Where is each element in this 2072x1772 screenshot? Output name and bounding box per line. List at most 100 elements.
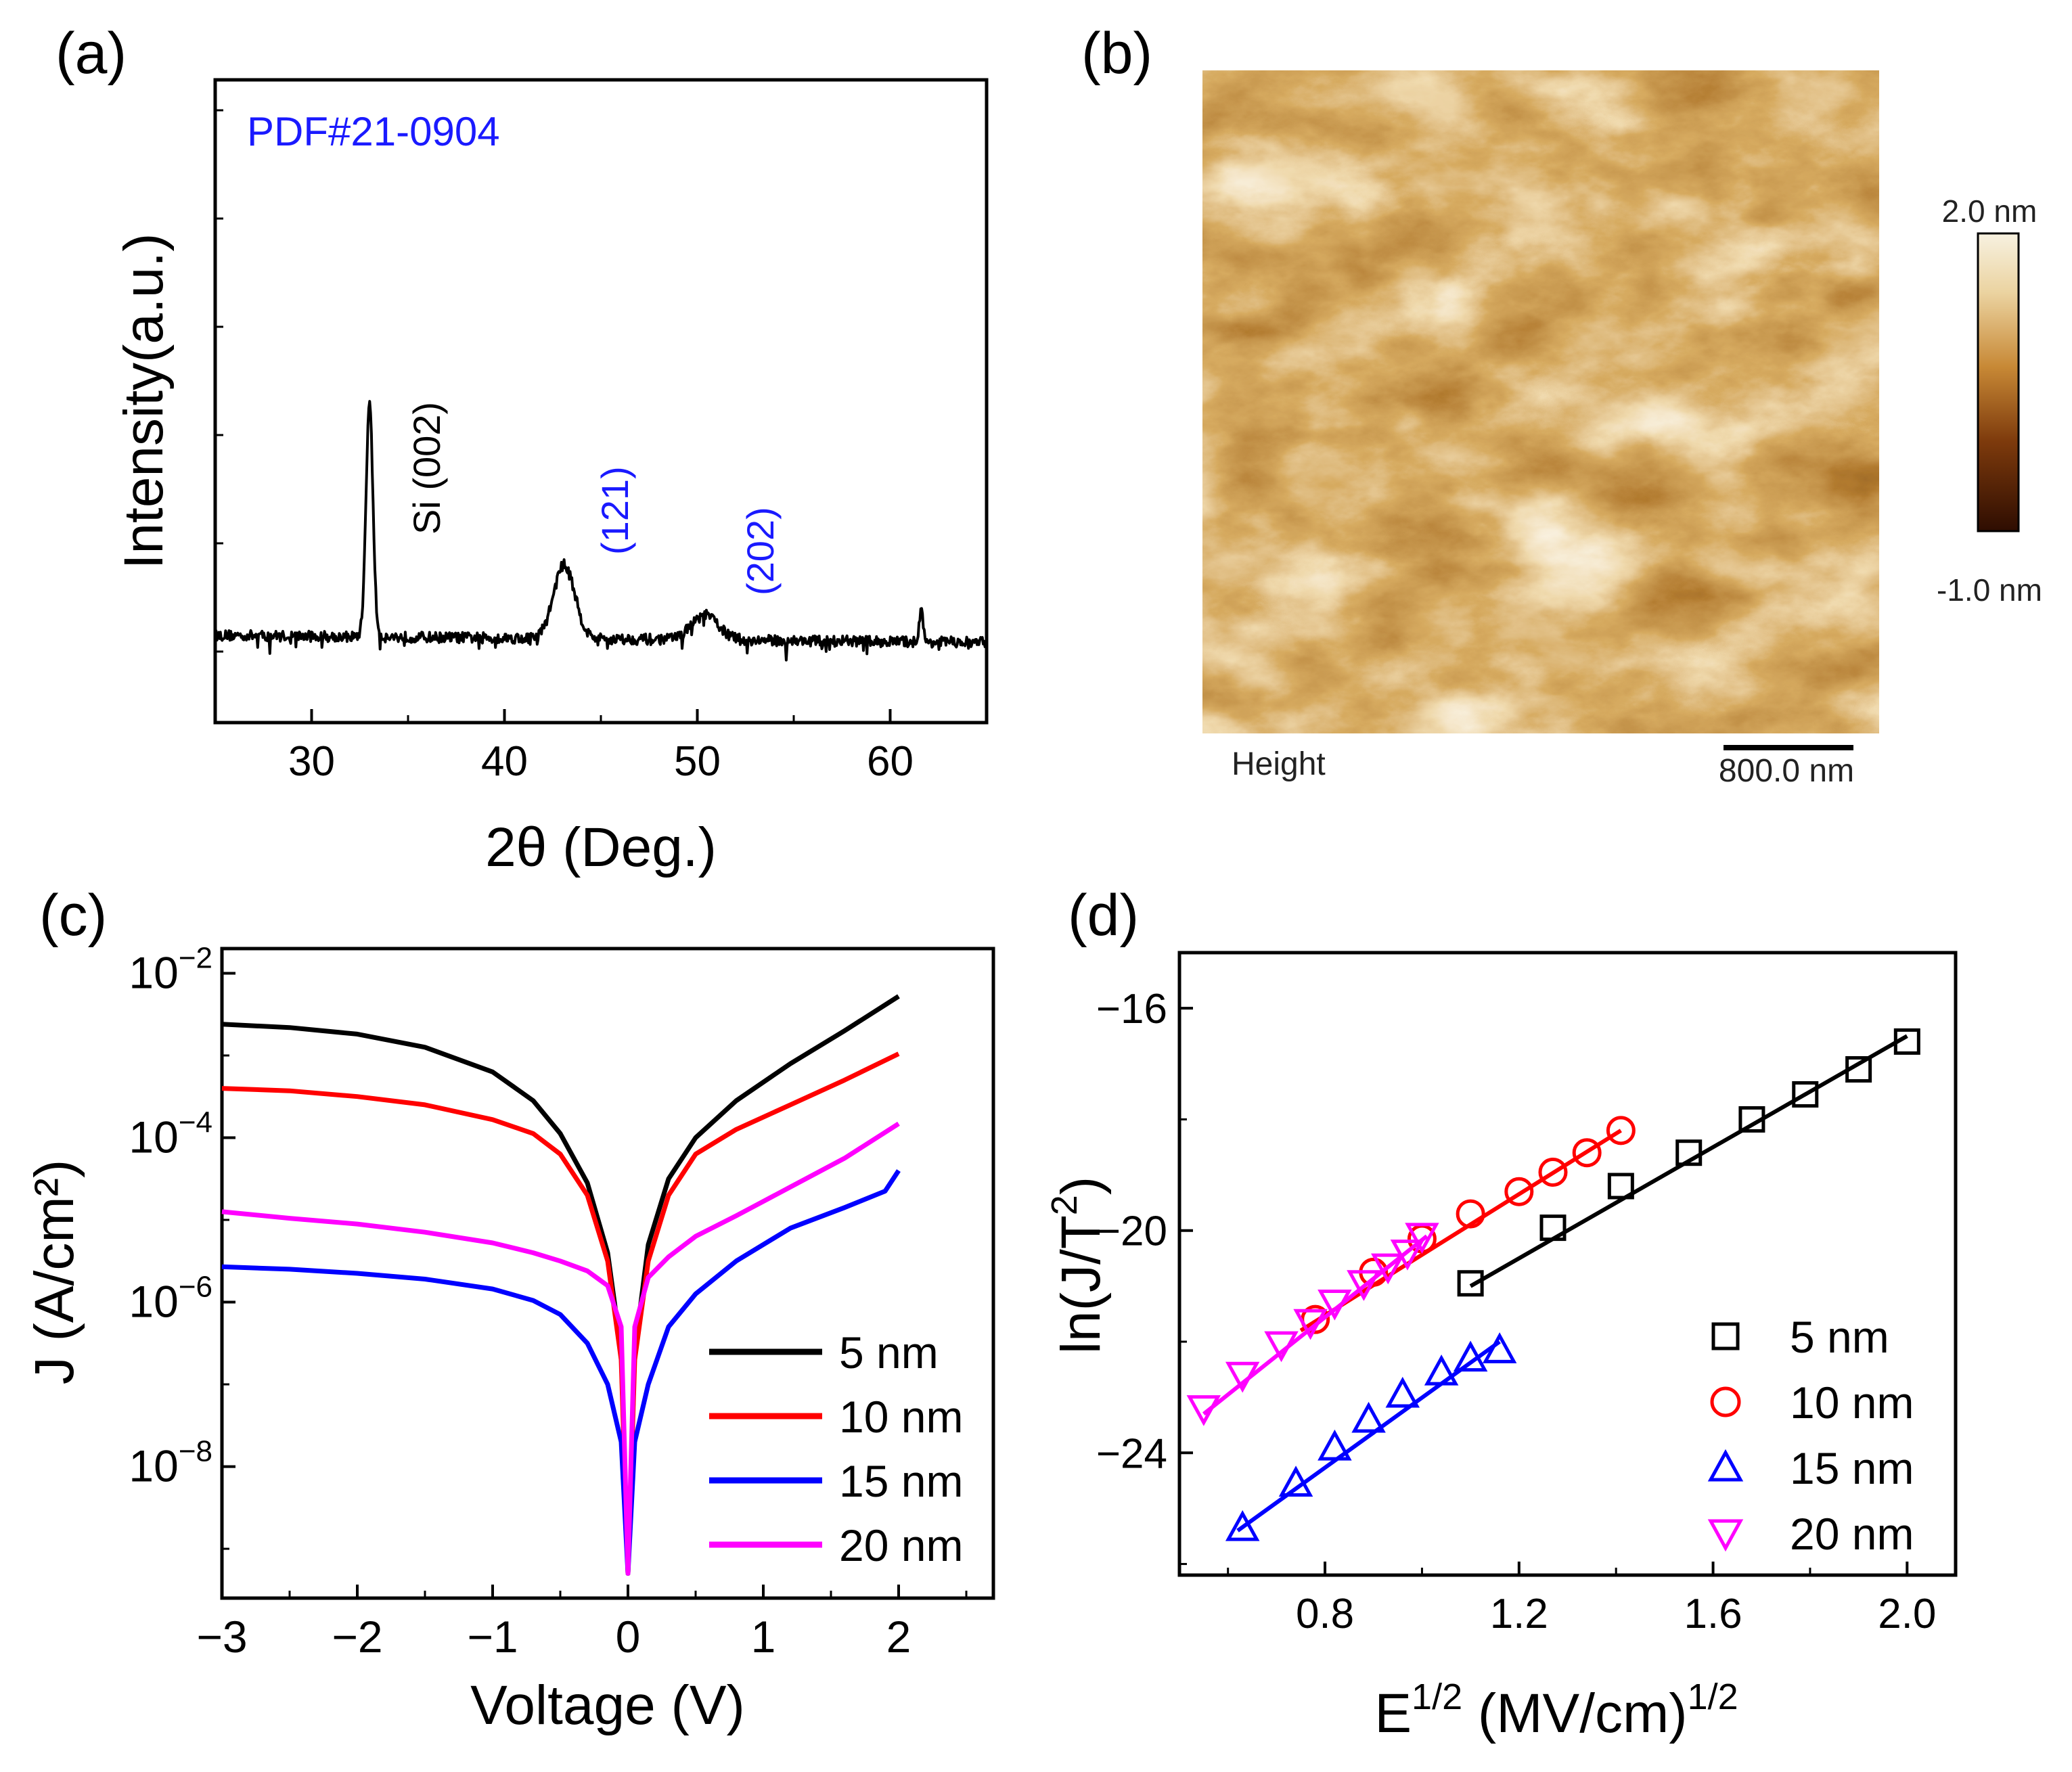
- schottky-point-15nm: [1351, 1401, 1386, 1433]
- xrd-x-tick-labels: 30 40 50 60: [288, 738, 914, 785]
- panel-d: (d) 0.8 1.2 1.6 2.0 −16 −20 −24 5 nm 10 nm 15 n…: [1044, 883, 1958, 1744]
- panel-a: (a) 30 40 50 60 PDF#21-0904 Si (002) (121) …: [55, 21, 989, 878]
- schottky-point-5nm: [1675, 1139, 1703, 1166]
- jv-x-tick-label: −1: [467, 1612, 518, 1662]
- xrd-y-axis-label: Intensity(a.u.): [113, 233, 175, 570]
- panel-b: (b) Height 800.0 nm 2.0 nm -1.0 nm: [1081, 21, 2042, 789]
- afm-colorbar-min-label: -1.0 nm: [1937, 572, 2042, 608]
- xrd-x-axis-label: 2θ (Deg.): [485, 817, 717, 878]
- jv-y-tick-exp: −4: [179, 1106, 212, 1139]
- jv-x-tick-label: 0: [616, 1612, 641, 1662]
- xrd-x-tick-label: 30: [288, 738, 335, 785]
- schottky-point-5nm: [1792, 1081, 1819, 1108]
- jv-legend-label: 5 nm: [839, 1327, 939, 1378]
- jv-y-tick-label: 10−2: [129, 941, 212, 997]
- schottky-series-group: [1186, 1028, 1920, 1541]
- schottky-point-20nm: [1225, 1361, 1260, 1393]
- schottky-x-tick-label: 2.0: [1878, 1591, 1936, 1637]
- schottky-plot-frame: [1177, 951, 1958, 1577]
- schottky-y-tick-label: −24: [1096, 1430, 1167, 1477]
- schottky-point-15nm: [1453, 1340, 1488, 1372]
- schottky-x-axis-label-exp: 1/2: [1412, 1677, 1462, 1717]
- jv-y-tick-label: 10−4: [129, 1106, 212, 1162]
- schottky-fit-line-15nm: [1236, 1340, 1501, 1532]
- jv-x-axis-label: Voltage (V): [470, 1675, 745, 1736]
- schottky-point-20nm: [1293, 1309, 1328, 1340]
- schottky-point-5nm: [1539, 1214, 1567, 1242]
- panel-label-b: (b): [1081, 21, 1152, 86]
- schottky-x-axis-label-base: E: [1374, 1683, 1412, 1744]
- schottky-point-20nm: [1264, 1331, 1299, 1363]
- jv-plot-frame: [220, 947, 995, 1600]
- schottky-legend-label: 15 nm: [1790, 1443, 1914, 1493]
- schottky-x-axis-label: E1/2 (MV/cm)1/2: [1374, 1677, 1738, 1744]
- jv-y-tick-exp: −8: [179, 1435, 212, 1468]
- jv-curve-5nm: [221, 994, 900, 1576]
- schottky-point-15nm: [1278, 1466, 1313, 1497]
- jv-legend-label: 15 nm: [839, 1456, 963, 1506]
- jv-x-tick-label: 1: [751, 1612, 776, 1662]
- xrd-peak-label-121: (121): [593, 466, 636, 555]
- jv-y-axis-label: J (A/cm²): [24, 1160, 85, 1384]
- jv-legend-label: 10 nm: [839, 1392, 963, 1442]
- panel-label-c: (c): [39, 883, 107, 948]
- jv-y-tick-base: 10: [129, 1112, 178, 1162]
- schottky-fit-line-5nm: [1469, 1034, 1908, 1288]
- panel-label-d: (d): [1068, 883, 1139, 948]
- schottky-y-axis-label-base: ln(J/T: [1050, 1215, 1112, 1354]
- jv-y-tick-label: 10−8: [129, 1435, 212, 1491]
- schottky-legend-marker: [1707, 1449, 1744, 1482]
- schottky-point-10nm: [1538, 1157, 1568, 1187]
- schottky-x-tick-labels: 0.8 1.2 1.6 2.0: [1296, 1591, 1936, 1637]
- jv-x-tick-label: 2: [886, 1612, 911, 1662]
- schottky-point-15nm: [1482, 1332, 1517, 1363]
- schottky-point-20nm: [1186, 1395, 1221, 1426]
- jv-tick-marks: [221, 972, 968, 1598]
- schottky-point-15nm: [1317, 1429, 1352, 1461]
- schottky-x-tick-label: 1.2: [1490, 1591, 1548, 1637]
- schottky-point-20nm: [1405, 1223, 1439, 1254]
- schottky-point-10nm: [1572, 1138, 1602, 1168]
- schottky-legend-label: 20 nm: [1790, 1509, 1914, 1559]
- schottky-y-tick-label: −20: [1096, 1208, 1167, 1255]
- schottky-tick-marks: [1179, 1007, 1909, 1575]
- schottky-point-20nm: [1347, 1270, 1381, 1301]
- schottky-legend-marker: [1711, 1322, 1740, 1350]
- jv-x-tick-label: −3: [196, 1612, 247, 1662]
- xrd-plot-frame: [213, 78, 989, 725]
- schottky-point-15nm: [1225, 1510, 1260, 1541]
- schottky-legend-marker: [1710, 1386, 1741, 1417]
- jv-x-tick-label: −2: [332, 1612, 382, 1662]
- afm-image-label: Height: [1232, 746, 1326, 782]
- xrd-peak-label-202: (202): [739, 507, 782, 595]
- schottky-point-5nm: [1457, 1270, 1484, 1297]
- schottky-point-10nm: [1504, 1177, 1534, 1206]
- schottky-legend: 5 nm 10 nm 15 nm 20 nm: [1707, 1312, 1914, 1559]
- jv-y-tick-base: 10: [129, 1441, 178, 1491]
- jv-y-tick-exp: −2: [179, 941, 212, 974]
- jv-x-tick-labels: −3 −2 −1 0 1 2: [196, 1612, 911, 1662]
- schottky-y-tick-label: −16: [1096, 986, 1167, 1032]
- panel-label-a: (a): [55, 21, 127, 86]
- schottky-y-axis-label-close: ): [1050, 1177, 1112, 1195]
- xrd-tick-marks: [214, 109, 988, 723]
- jv-y-tick-label: 10−6: [129, 1271, 212, 1327]
- schottky-point-5nm: [1845, 1056, 1872, 1083]
- xrd-x-tick-label: 60: [867, 738, 914, 785]
- schottky-x-tick-label: 1.6: [1684, 1591, 1742, 1637]
- schottky-fit-line-10nm: [1299, 1129, 1622, 1333]
- schottky-legend-label: 10 nm: [1790, 1378, 1914, 1428]
- jv-y-tick-base: 10: [129, 947, 178, 997]
- schottky-y-axis-label-exp: 2: [1044, 1195, 1085, 1215]
- jv-curve-20nm: [221, 1121, 900, 1576]
- afm-colorbar: [1977, 232, 2020, 532]
- schottky-point-5nm: [1738, 1106, 1765, 1133]
- schottky-x-tick-label: 0.8: [1296, 1591, 1354, 1637]
- schottky-x-axis-label-units: (MV/cm): [1462, 1683, 1687, 1744]
- schottky-point-15nm: [1385, 1376, 1420, 1408]
- jv-legend: 5 nm 10 nm 15 nm 20 nm: [709, 1327, 963, 1570]
- afm-colorbar-max-label: 2.0 nm: [1942, 194, 2037, 229]
- schottky-point-20nm: [1390, 1240, 1425, 1271]
- xrd-peak-label-si002: Si (002): [405, 402, 448, 535]
